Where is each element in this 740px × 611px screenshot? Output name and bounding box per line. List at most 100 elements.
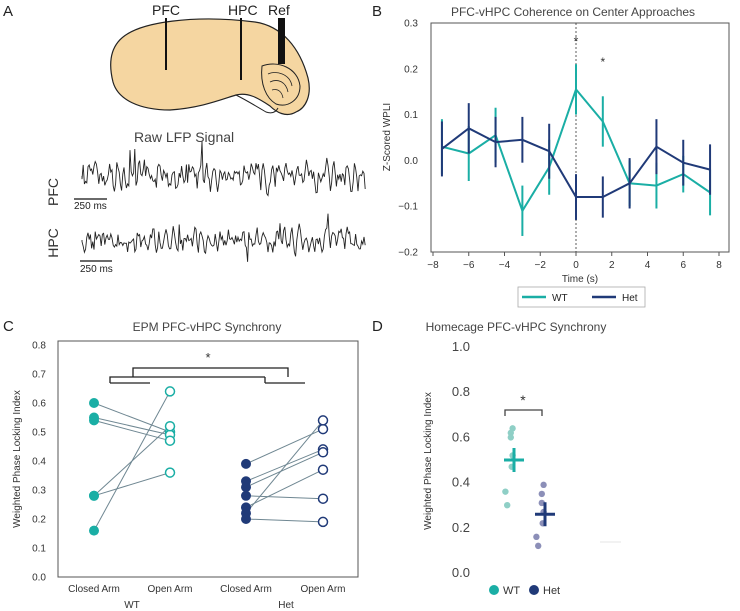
panel-c-ytick-label: 0.2 xyxy=(32,515,46,526)
hpc-scale-label: 250 ms xyxy=(80,264,113,275)
panel-d-significance-bracket xyxy=(504,409,543,416)
panel-d: D Homecage PFC-vHPC Synchrony 0.00.20.40… xyxy=(372,318,621,597)
panel-b-series xyxy=(440,64,712,236)
panel-c-pair-line-wt xyxy=(93,417,171,436)
panel-c-pair-line-het xyxy=(245,448,324,482)
panel-d-ytick-label: 0.4 xyxy=(452,475,470,490)
panel-c-ylabel: Weighted Phase Locking Index xyxy=(12,390,23,528)
legend-wt-marker xyxy=(489,585,499,595)
panel-b-xtick-label: 0 xyxy=(573,260,579,271)
panel-b-xtick-label: −2 xyxy=(535,260,547,271)
panel-b: B PFC-vHPC Coherence on Center Approache… xyxy=(372,3,730,308)
panel-d-legend-wt: WT xyxy=(503,585,520,597)
trace-label-hpc: HPC xyxy=(45,228,61,258)
panel-b-ytick-label: −0.2 xyxy=(398,248,418,259)
panel-c-closed-point-het xyxy=(241,458,251,469)
panel-b-ytick-label: 0.0 xyxy=(404,156,418,167)
panel-d-ylabel: Weighted Phase Locking Index xyxy=(423,392,434,530)
panel-d-significance-star: * xyxy=(520,392,526,408)
panel-c-ytick-label: 0.0 xyxy=(32,573,46,584)
panel-b-ytick-label: 0.2 xyxy=(404,64,418,75)
panel-c-ytick-label: 0.1 xyxy=(32,544,46,555)
panel-c-pair-line-wt xyxy=(93,402,171,433)
panel-b-title: PFC-vHPC Coherence on Center Approaches xyxy=(451,5,695,19)
panel-c-pair-line-het xyxy=(245,495,324,500)
panel-c-cat-wt-closed: Closed Arm xyxy=(68,584,120,595)
panel-c-ytick-label: 0.6 xyxy=(32,399,46,410)
panel-c-ytick-label: 0.3 xyxy=(32,486,46,497)
panel-d-point-het xyxy=(538,499,545,507)
cerebellum-folds xyxy=(267,72,293,99)
panel-c-pair-line-het xyxy=(245,451,324,488)
panel-d-points xyxy=(502,425,555,550)
panel-c-group-wt: WT xyxy=(124,600,140,611)
panel-d-point-wt xyxy=(507,429,514,437)
hpc-lfp-trace xyxy=(81,213,366,262)
panel-b-ytick-label: −0.1 xyxy=(398,202,418,213)
panel-d-ytick-label: 0.0 xyxy=(452,565,470,580)
panel-d-y-axis: 0.0 0.2 0.4 0.6 0.8 1.0 xyxy=(452,339,470,580)
panel-b-xlabel: Time (s) xyxy=(562,274,598,285)
brainstem-outline xyxy=(235,94,279,114)
panel-d-point-wt xyxy=(504,502,511,509)
panel-a: A PFC HPC Ref Raw LFP Signal PFC HPC 250… xyxy=(3,2,366,275)
pfc-lfp-trace xyxy=(81,141,366,197)
panel-d-legend-het: Het xyxy=(543,585,560,597)
electrode-label-hpc: HPC xyxy=(228,2,258,18)
panel-c-title: EPM PFC-vHPC Synchrony xyxy=(133,320,282,334)
cerebellum-outline xyxy=(261,63,301,106)
panel-d-ytick-label: 0.6 xyxy=(452,429,470,444)
raw-lfp-title: Raw LFP Signal xyxy=(134,129,234,145)
panel-c-open-point-het xyxy=(317,464,329,475)
panel-b-significance-star: * xyxy=(574,34,579,48)
panel-c-pair-line-wt xyxy=(93,391,171,531)
panel-c-open-point-het xyxy=(317,516,329,528)
panel-c-pair-line-het xyxy=(245,518,324,523)
panel-c-significance-star: * xyxy=(205,350,210,365)
panel-c-ytick-label: 0.8 xyxy=(32,341,46,352)
panel-c-open-point-wt xyxy=(164,435,176,446)
panel-d-title: Homecage PFC-vHPC Synchrony xyxy=(426,320,607,334)
panel-c-open-point-het xyxy=(317,415,329,426)
electrode-label-pfc: PFC xyxy=(152,2,180,18)
panel-c-open-point-wt xyxy=(164,386,176,397)
panel-b-ytick-label: 0.1 xyxy=(404,110,418,121)
panel-c-cat-het-open: Open Arm xyxy=(300,584,345,595)
brain-sagittal-illustration xyxy=(110,18,310,116)
panel-d-point-het xyxy=(533,533,540,541)
panel-c-pair-line-wt xyxy=(93,419,171,442)
panel-c-pair-line-het xyxy=(245,420,324,514)
legend-het-label: Het xyxy=(622,293,638,304)
panel-c-significance-bracket xyxy=(109,367,305,384)
legend-wt-label: WT xyxy=(552,293,568,304)
panel-b-significance: ** xyxy=(574,34,606,69)
panel-c-group-het: Het xyxy=(278,600,294,611)
panel-b-xtick-label: 6 xyxy=(680,260,686,271)
panel-c-plot-frame xyxy=(57,340,359,578)
panel-b-xtick-label: 2 xyxy=(609,260,615,271)
panel-c-points xyxy=(89,386,329,536)
panel-c: C EPM PFC-vHPC Synchrony 0.0 0.1 0.2 0.3 0.4… xyxy=(3,318,359,611)
panel-b-letter: B xyxy=(372,3,382,20)
panel-c-closed-point-wt xyxy=(89,490,99,501)
panel-c-closed-point-het xyxy=(241,482,251,493)
panel-d-point-wt xyxy=(502,488,509,495)
panel-c-cat-het-closed: Closed Arm xyxy=(220,584,272,595)
panel-c-open-point-het xyxy=(317,493,329,504)
panel-c-ytick-label: 0.4 xyxy=(32,457,46,468)
panel-b-legend-box xyxy=(517,286,646,308)
panel-b-xtick-label: −6 xyxy=(463,260,475,271)
panel-d-ytick-label: 0.8 xyxy=(452,384,470,399)
panel-c-letter: C xyxy=(3,318,14,335)
panel-d-ytick-label: 1.0 xyxy=(452,339,470,354)
panel-c-closed-point-wt xyxy=(89,415,99,426)
panel-c-open-point-het xyxy=(317,423,329,435)
ref-electrode xyxy=(278,18,285,64)
panel-b-y-axis: −0.2 −0.1 0.0 0.1 0.2 0.3 xyxy=(398,19,418,259)
panel-c-closed-point-wt xyxy=(89,525,99,536)
panel-c-pair-line-het xyxy=(245,428,324,465)
panel-b-x-axis: −8 −6 −4 −2 0 2 4 6 8 xyxy=(427,252,722,271)
panel-d-point-het xyxy=(540,481,547,489)
trace-label-pfc: PFC xyxy=(45,178,61,206)
